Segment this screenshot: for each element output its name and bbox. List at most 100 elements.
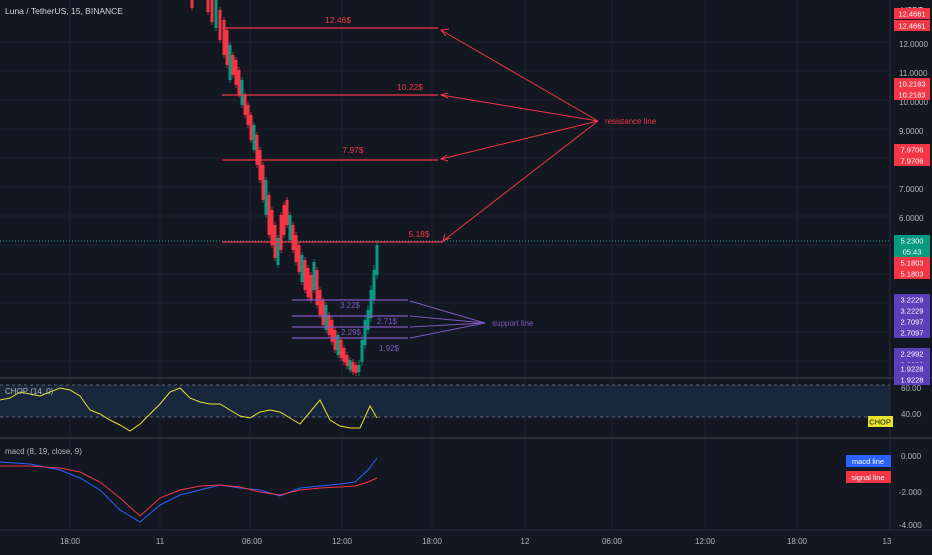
candle-body	[206, 0, 210, 12]
chop-title[interactable]: CHOP (14, 0)	[5, 387, 54, 396]
time-tick: 18:00	[787, 537, 808, 546]
candle-body	[190, 0, 194, 8]
price-tag-label: 3.2229	[901, 296, 924, 305]
macd-tick-0: 0.000	[901, 452, 922, 461]
price-tag-label: 10.2183	[898, 80, 925, 89]
price-tag: 5.2300	[894, 235, 930, 246]
time-tick: 12:00	[695, 537, 716, 546]
candle-body	[282, 205, 286, 235]
macd-line	[0, 457, 378, 523]
candle-body	[240, 80, 244, 105]
price-tag-label: 5.2300	[901, 237, 924, 246]
price-tick: 6.0000	[899, 214, 924, 223]
candle-body	[321, 300, 325, 325]
price-tag: 10.2183	[894, 78, 930, 89]
price-tag: 7.9706	[894, 155, 930, 166]
candle-body	[354, 365, 358, 373]
candle-body	[237, 70, 241, 95]
candle-body	[264, 180, 268, 215]
candle-body	[363, 320, 367, 345]
macd-title[interactable]: macd (8, 19, close, 9)	[5, 447, 82, 456]
price-tag: 12.4661	[894, 20, 930, 31]
price-tag-bg	[894, 78, 930, 89]
candle-body	[249, 115, 253, 140]
candle-body	[366, 310, 370, 330]
price-tag: 2.2992	[894, 348, 930, 359]
candle-body	[294, 235, 298, 262]
price-tag-bg	[894, 144, 930, 155]
time-tick: 18:00	[422, 537, 443, 546]
candle-body	[231, 55, 235, 75]
support-lines: 3.22$ 2.71$ 2.29$ 1.92$ support line	[292, 299, 534, 353]
candle-body	[330, 320, 334, 342]
price-tag-label: 1.9228	[901, 365, 924, 374]
candle-body	[285, 200, 289, 225]
candle-body	[210, 0, 214, 22]
price-tag: 1.9228	[894, 374, 930, 385]
candle-body	[243, 95, 247, 115]
price-tag-label: 5.1803	[901, 270, 924, 279]
price-tag-bg	[894, 257, 930, 268]
price-tag-label: 12.4661	[898, 10, 925, 19]
price-tag-bg	[894, 235, 930, 246]
candle-body	[252, 125, 256, 150]
resistance-callout-label: resistance line	[605, 117, 657, 126]
time-tick: 13	[883, 537, 892, 546]
support-callout-label: support line	[492, 319, 534, 328]
price-tag-bg	[894, 363, 930, 374]
candle-body	[327, 315, 331, 335]
price-tag-label: 2.7097	[901, 318, 924, 327]
candle-body	[312, 262, 316, 290]
support-label-2: 2.71$	[377, 317, 398, 326]
price-tag-label: 5.1803	[901, 259, 924, 268]
candle-body	[261, 165, 265, 200]
symbol-title[interactable]: Luna / TetherUS, 15, BINANCE	[5, 6, 123, 16]
signal-badge-label: signal line	[851, 473, 884, 482]
chart-grid	[0, 0, 890, 530]
price-tag-bg	[894, 8, 930, 19]
support-label-1: 3.22$	[340, 301, 361, 310]
macd-badge-label: macd line	[852, 457, 884, 466]
price-tag: 10.2183	[894, 89, 930, 100]
price-tag-bg	[894, 348, 930, 359]
price-tag: 1.9228	[894, 363, 930, 374]
price-tag-label: 12.4661	[898, 22, 925, 31]
price-tag: 5.1803	[894, 257, 930, 268]
candle-body	[228, 45, 232, 80]
candlesticks	[190, 0, 379, 376]
price-tag: 12.4661	[894, 8, 930, 19]
candle-body	[375, 245, 379, 275]
chop-badge-label: CHOP	[869, 418, 891, 427]
chop-tick-60: 60.00	[901, 384, 922, 393]
price-tag-bg	[894, 246, 930, 257]
candle-body	[214, 0, 218, 28]
resistance-label-4: 5.18$	[408, 229, 430, 239]
support-label-4: 1.92$	[379, 344, 400, 353]
candle-body	[246, 105, 250, 125]
candle-body	[336, 335, 340, 355]
price-tag-bg	[894, 268, 930, 279]
price-tick: 9.0000	[899, 127, 924, 136]
time-tick: 18:00	[60, 537, 81, 546]
chop-band	[0, 385, 890, 417]
price-tag: 2.7097	[894, 316, 930, 327]
price-tag-label: 1.9228	[901, 376, 924, 385]
price-tick: 11.0000	[899, 69, 928, 78]
price-tag-label: 05:43	[903, 248, 922, 257]
price-tag-label: 3.2229	[901, 307, 924, 316]
price-tags: 12.4661 12.4661 10.2183 10.2183 7.9706 7.9706…	[894, 8, 930, 385]
candle-body	[372, 270, 376, 300]
macd-tick-minus4: -4.000	[899, 521, 922, 530]
candle-body	[333, 330, 337, 350]
candle-body	[270, 210, 274, 245]
time-tick: 06:00	[242, 537, 263, 546]
candle-body	[318, 290, 322, 315]
price-tag: 3.2229	[894, 305, 930, 316]
price-tag-bg	[894, 20, 930, 31]
candle-body	[288, 215, 292, 240]
resistance-callout-arrows	[439, 28, 599, 242]
time-axis[interactable]: 18:00 11 06:00 12:00 18:00 12 06:00 12:00 18:00 1…	[60, 537, 892, 546]
resistance-label-2: 10.22$	[397, 82, 423, 92]
price-tag-bg	[894, 294, 930, 305]
